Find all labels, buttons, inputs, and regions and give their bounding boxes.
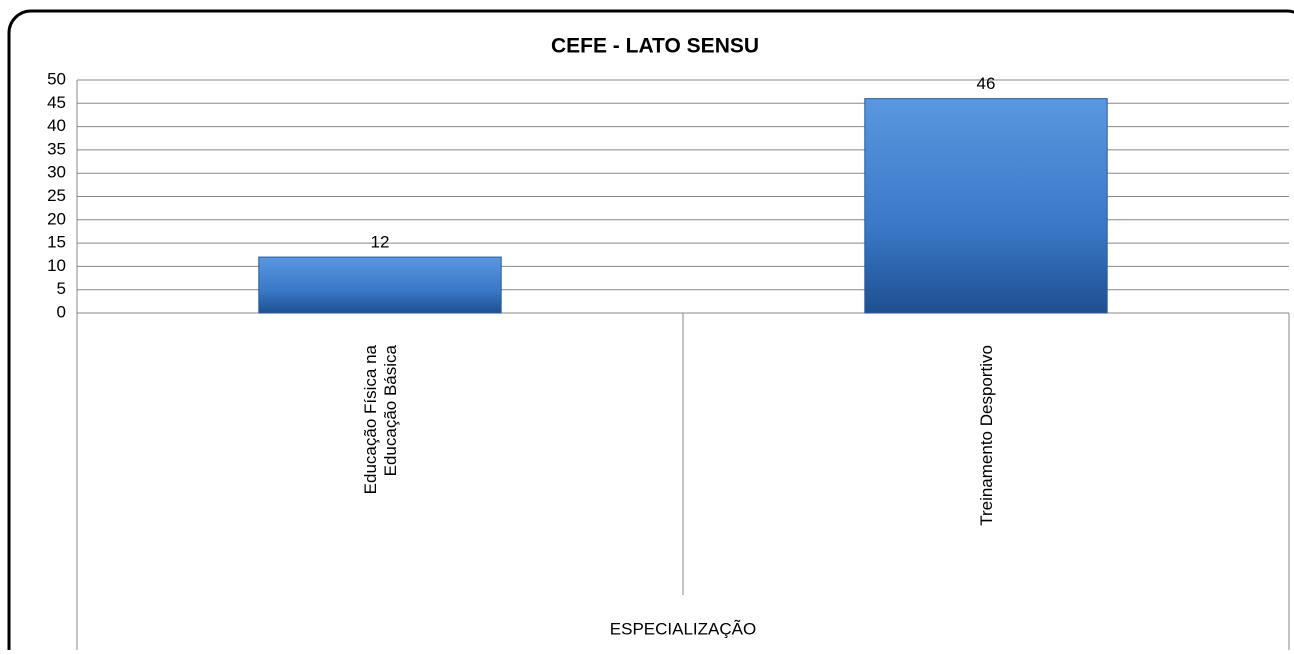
- x-axis-label: ESPECIALIZAÇÃO: [610, 619, 756, 638]
- x-tick-label: Educação Física naEducação Básica: [361, 344, 400, 494]
- y-tick-label: 25: [47, 186, 66, 205]
- y-tick-label: 0: [57, 302, 66, 321]
- y-tick-label: 35: [47, 139, 66, 158]
- y-tick-label: 20: [47, 209, 66, 228]
- x-tick-label: Treinamento Desportivo: [977, 345, 996, 526]
- y-tick-label: 15: [47, 233, 66, 252]
- chart-title: CEFE - LATO SENSU: [551, 35, 759, 58]
- y-tick-label: 10: [47, 256, 66, 275]
- data-label: 12: [371, 233, 390, 252]
- data-label: 46: [977, 74, 996, 93]
- bar: [258, 256, 502, 314]
- y-tick-label: 45: [47, 93, 66, 112]
- y-tick-label: 40: [47, 116, 66, 135]
- y-tick-label: 50: [47, 69, 66, 88]
- y-tick-label: 30: [47, 163, 66, 182]
- y-tick-label: 5: [57, 279, 66, 298]
- bar: [864, 98, 1108, 314]
